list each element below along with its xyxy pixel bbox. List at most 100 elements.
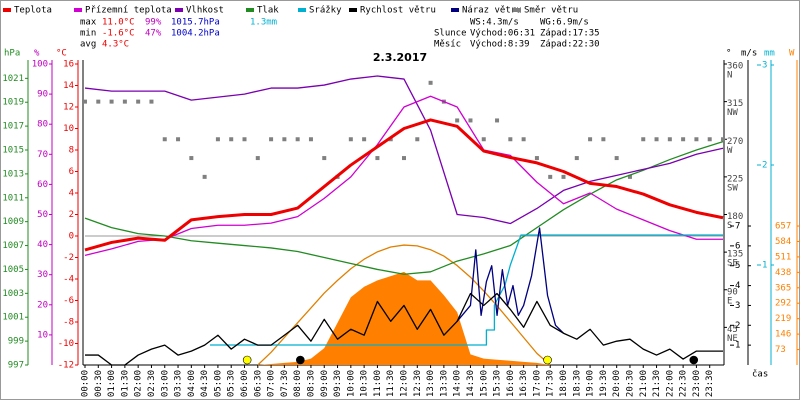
direction-dot bbox=[202, 174, 207, 179]
x-tick-label: 15:00 bbox=[479, 370, 489, 397]
tick-label: 100 bbox=[32, 60, 48, 70]
tick-label: 1 bbox=[735, 341, 740, 351]
series-line bbox=[209, 234, 723, 346]
tick-label: 6 bbox=[735, 241, 740, 251]
x-tick-label: 14:30 bbox=[466, 370, 476, 397]
direction-dot bbox=[548, 174, 553, 179]
tick-label: 270 bbox=[727, 137, 743, 147]
time-marker bbox=[689, 355, 699, 365]
tick-label: 1017 bbox=[2, 122, 24, 132]
legend-label: Srážky bbox=[309, 6, 342, 16]
compass-label: N bbox=[727, 71, 732, 81]
direction-dot bbox=[229, 137, 234, 142]
tick-label: 3 bbox=[762, 61, 767, 71]
x-tick-label: 01:30 bbox=[120, 370, 130, 397]
series-line bbox=[257, 244, 551, 366]
legend-label: Náraz větru bbox=[462, 6, 522, 16]
tick-label: -8 bbox=[63, 318, 74, 328]
legend-swatch bbox=[513, 8, 521, 12]
x-tick-label: 18:00 bbox=[559, 370, 569, 397]
tick-label: 70 bbox=[37, 150, 48, 160]
x-tick-label: 19:30 bbox=[599, 370, 609, 397]
direction-dot bbox=[707, 137, 712, 142]
tick-label: -6 bbox=[63, 296, 74, 306]
x-tick-label: 13:00 bbox=[426, 370, 436, 397]
tick-label: 315 bbox=[727, 99, 743, 109]
direction-dot bbox=[162, 137, 167, 142]
stat-text: Slunce bbox=[434, 29, 467, 39]
tick-label: 438 bbox=[775, 268, 791, 278]
tick-label: 30 bbox=[37, 270, 48, 280]
tick-label: 657 bbox=[775, 222, 791, 232]
direction-dot bbox=[654, 137, 659, 142]
legend-swatch bbox=[349, 8, 357, 12]
x-tick-label: 14:00 bbox=[453, 370, 463, 397]
tick-label: -10 bbox=[58, 339, 74, 349]
x-axis-label: čas bbox=[752, 369, 768, 380]
direction-dot bbox=[721, 137, 725, 142]
stat-text: WG:6.9m/s bbox=[540, 18, 589, 28]
legend-swatch bbox=[175, 8, 183, 12]
direction-dot bbox=[667, 137, 672, 142]
x-tick-label: 06:00 bbox=[240, 370, 250, 397]
compass-label: E bbox=[727, 296, 732, 306]
tick-label: 6 bbox=[69, 167, 74, 177]
tick-label: 365 bbox=[775, 283, 791, 293]
x-tick-label: 02:30 bbox=[147, 370, 157, 397]
direction-dot bbox=[588, 137, 593, 142]
stat-text: -1.6°C bbox=[102, 29, 135, 39]
legend-label: Teplota bbox=[14, 6, 52, 16]
direction-dot bbox=[468, 118, 473, 123]
legend-swatch bbox=[74, 8, 82, 12]
direction-dot bbox=[481, 137, 486, 142]
direction-dot bbox=[176, 137, 181, 142]
x-tick-label: 21:30 bbox=[652, 370, 662, 397]
direction-dot bbox=[96, 99, 101, 104]
direction-dot bbox=[455, 118, 460, 123]
tick-label: 10 bbox=[63, 124, 74, 134]
tick-label: 135 bbox=[727, 250, 743, 260]
x-tick-label: 00:00 bbox=[81, 370, 91, 397]
stat-text: 1.3mm bbox=[250, 18, 277, 28]
tick-label: 10 bbox=[37, 330, 48, 340]
tick-label: 1003 bbox=[2, 289, 24, 299]
series-line bbox=[84, 118, 724, 252]
x-tick-label: 23:30 bbox=[705, 370, 715, 397]
tick-label: 5 bbox=[735, 261, 740, 271]
radiation-area bbox=[257, 271, 551, 365]
direction-dot bbox=[348, 137, 353, 142]
x-tick-label: 23:00 bbox=[692, 370, 702, 397]
series-line bbox=[85, 292, 723, 366]
tick-label: 45 bbox=[727, 325, 738, 335]
x-tick-label: 07:00 bbox=[267, 370, 277, 397]
tick-label: 0 bbox=[69, 232, 74, 242]
tick-label: 3 bbox=[735, 301, 740, 311]
tick-label: -4 bbox=[63, 275, 74, 285]
stat-text: Západ:22:30 bbox=[540, 40, 600, 50]
stat-text: WS:4.3m/s bbox=[470, 18, 519, 28]
legend-swatch bbox=[3, 8, 11, 12]
direction-dot bbox=[534, 156, 539, 161]
tick-label: 584 bbox=[775, 237, 791, 247]
legend-label: Vlhkost bbox=[186, 6, 224, 16]
direction-dot bbox=[322, 156, 327, 161]
x-tick-label: 05:30 bbox=[227, 370, 237, 397]
direction-dot bbox=[282, 137, 287, 142]
legend-label: Přízemní teplota bbox=[85, 6, 172, 16]
direction-dot bbox=[627, 174, 632, 179]
tick-label: 225 bbox=[727, 174, 743, 184]
tick-label: 14 bbox=[63, 81, 74, 91]
compass-label: W bbox=[727, 146, 733, 156]
direction-dot bbox=[122, 99, 127, 104]
x-tick-label: 12:30 bbox=[413, 370, 423, 397]
tick-label: 180 bbox=[727, 212, 743, 222]
tick-label: 1013 bbox=[2, 169, 24, 179]
tick-label: 73 bbox=[775, 345, 786, 355]
tick-label: 1009 bbox=[2, 217, 24, 227]
x-tick-label: 16:30 bbox=[519, 370, 529, 397]
x-tick-label: 06:30 bbox=[253, 370, 263, 397]
tick-label: 1021 bbox=[2, 74, 24, 84]
tick-label: 4 bbox=[69, 189, 74, 199]
direction-dot bbox=[402, 156, 406, 161]
direction-dot bbox=[641, 137, 646, 142]
